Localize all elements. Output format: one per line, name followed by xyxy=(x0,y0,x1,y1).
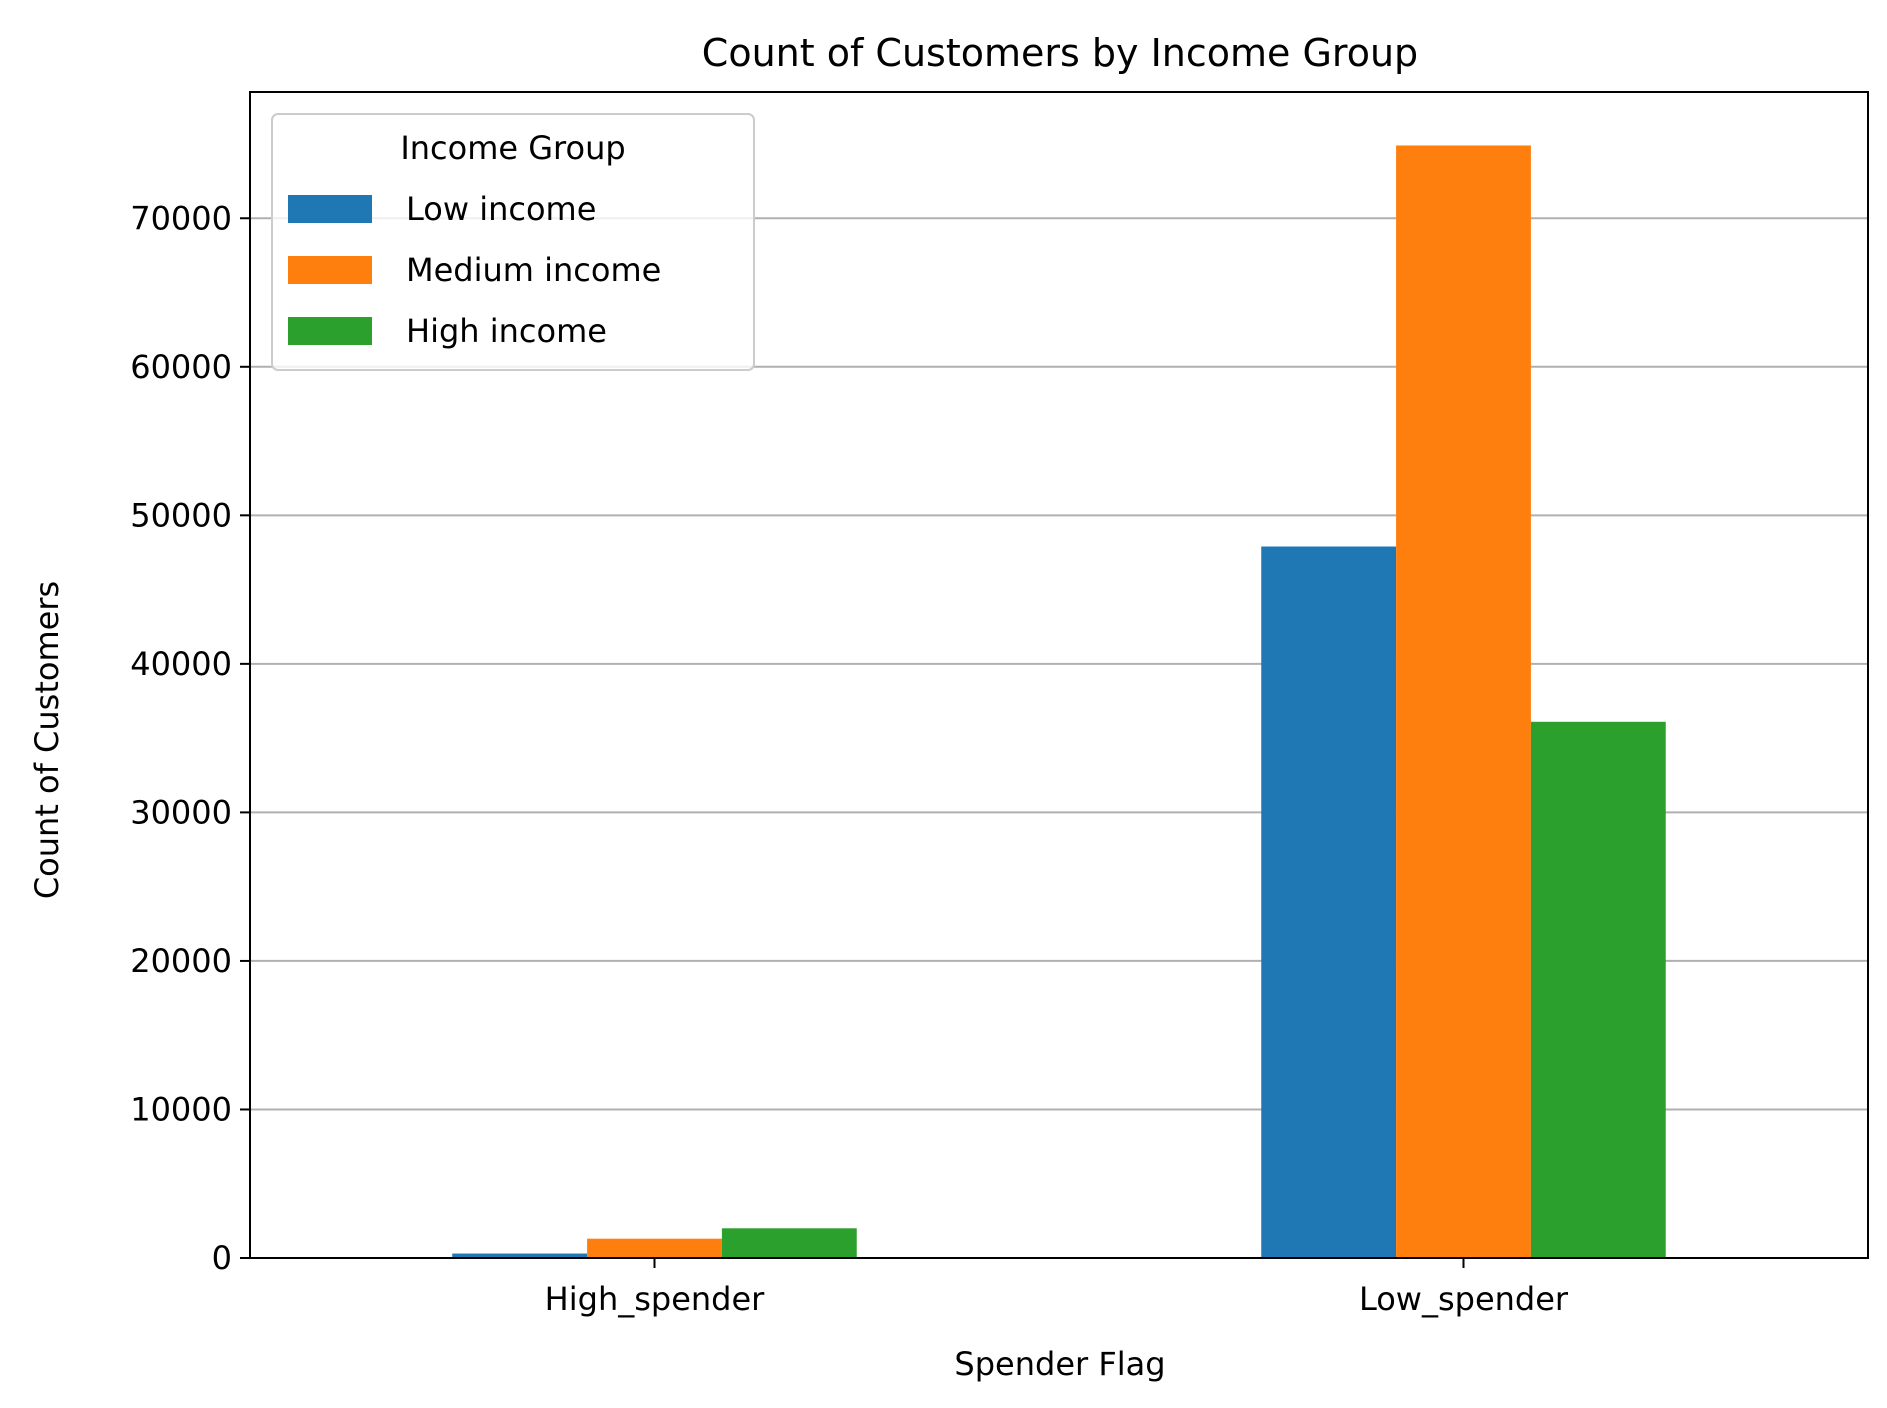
bar-high-income-low_spender xyxy=(1530,721,1666,1258)
y-tick-label: 20000 xyxy=(130,942,232,980)
bar-high-income-high_spender xyxy=(721,1228,857,1258)
legend: Income Group Low income Medium income High … xyxy=(271,113,755,371)
chart-title: Count of Customers by Income Group xyxy=(702,31,1418,75)
y-tick-label: 30000 xyxy=(130,793,232,831)
y-tick-label: 50000 xyxy=(130,496,232,534)
x-tick-label: Low_spender xyxy=(1359,1280,1569,1318)
bar-low-income-high_spender xyxy=(452,1253,588,1258)
y-tick-label: 70000 xyxy=(130,199,232,237)
legend-swatch-medium-income xyxy=(288,256,372,284)
y-tick-label: 0 xyxy=(212,1239,232,1277)
plot-frame xyxy=(249,91,1869,1259)
bar-medium-income-low_spender xyxy=(1396,145,1531,1258)
legend-swatch-high-income xyxy=(288,317,372,345)
x-tick-label: High_spender xyxy=(545,1280,766,1318)
legend-label-medium-income: Medium income xyxy=(406,251,661,289)
y-axis-label: Count of Customers xyxy=(28,581,66,899)
bar-medium-income-high_spender xyxy=(587,1238,722,1258)
legend-frame xyxy=(271,113,755,371)
x-axis-label: Spender Flag xyxy=(954,1345,1165,1383)
legend-swatch-low-income xyxy=(288,195,372,223)
y-tick-label: 60000 xyxy=(130,348,232,386)
legend-label-high-income: High income xyxy=(406,312,607,350)
legend-label-low-income: Low income xyxy=(406,190,596,228)
legend-title: Income Group xyxy=(400,129,625,167)
bar-low-income-low_spender xyxy=(1261,546,1397,1258)
y-tick-label: 10000 xyxy=(130,1090,232,1128)
y-tick-label: 40000 xyxy=(130,645,232,683)
